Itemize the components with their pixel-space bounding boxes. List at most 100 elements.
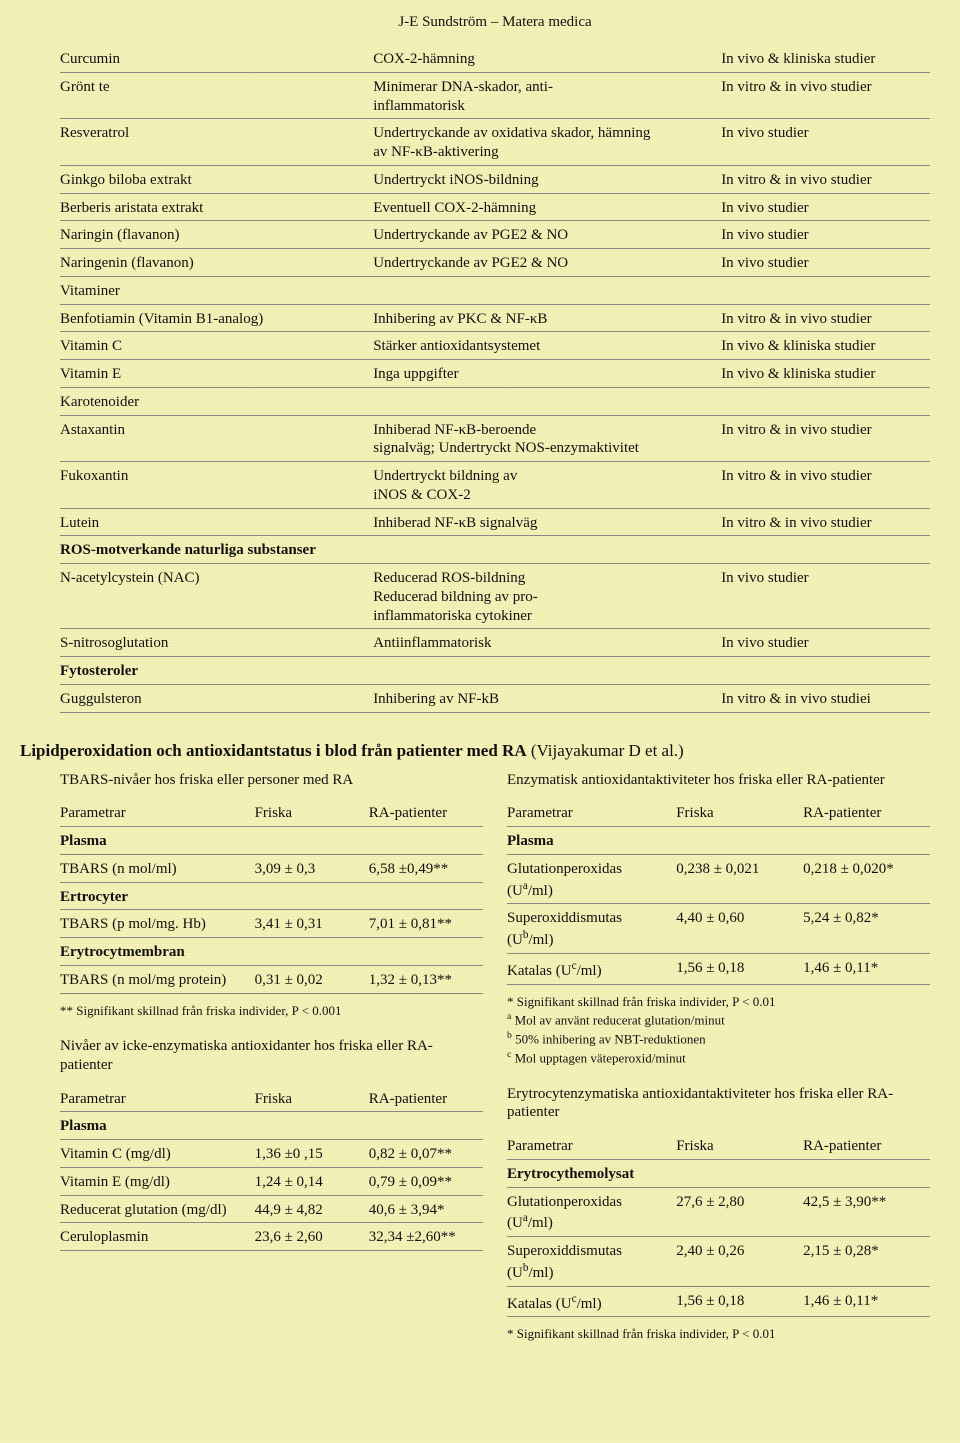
table-cell: 1,56 ± 0,18	[676, 1286, 803, 1317]
lower-grid: TBARS-nivåer hos friska eller personer m…	[60, 771, 930, 1343]
table-row: Benfotiamin (Vitamin B1-analog)Inhiberin…	[60, 304, 930, 332]
table-cell: Glutationperoxidas (Ua/ml)	[507, 854, 676, 904]
group-label: Erytrocytmembran	[60, 938, 483, 966]
table-cell: In vivo & kliniska studier	[721, 45, 930, 72]
table-cell: In vitro & in vivo studier	[721, 304, 930, 332]
group-row: Plasma	[507, 827, 930, 855]
table-cell: In vivo studier	[721, 249, 930, 277]
table-cell: 0,31 ± 0,02	[255, 965, 369, 993]
table-cell: Eventuell COX-2-hämning	[373, 193, 721, 221]
table-cell: Katalas (Uc/ml)	[507, 953, 676, 984]
table-cell: 1,46 ± 0,11*	[803, 1286, 930, 1317]
table-row: ROS-motverkande naturliga substanser	[60, 536, 930, 564]
group-row: Erytrocytmembran	[60, 938, 483, 966]
table-cell: In vitro & in vivo studier	[721, 508, 930, 536]
table-row: Vitamin CStärker antioxidantsystemetIn v…	[60, 332, 930, 360]
table-cell: S-nitrosoglutation	[60, 629, 373, 657]
table-cell: Undertryckande av PGE2 & NO	[373, 221, 721, 249]
table-cell: Fukoxantin	[60, 462, 373, 509]
table-row: Reducerat glutation (mg/dl)44,9 ± 4,8240…	[60, 1195, 483, 1223]
tbars-footnote: ** Signifikant skillnad från friska indi…	[60, 1002, 483, 1020]
table-cell	[721, 276, 930, 304]
table-row: AstaxantinInhiberad NF-κB-beroende signa…	[60, 415, 930, 462]
table-row: LuteinInhiberad NF-κB signalvägIn vitro …	[60, 508, 930, 536]
table-cell	[721, 387, 930, 415]
table-row: Naringin (flavanon)Undertryckande av PGE…	[60, 221, 930, 249]
table-cell: Berberis aristata extrakt	[60, 193, 373, 221]
table-cell: Vitamin C (mg/dl)	[60, 1140, 255, 1168]
table-cell: 1,32 ± 0,13**	[369, 965, 483, 993]
table-cell: Inhibering av NF-kB	[373, 684, 721, 712]
table-row: TBARS (n mol/ml)3,09 ± 0,36,58 ±0,49**	[60, 854, 483, 882]
table-cell: Reducerad ROS-bildning Reducerad bildnin…	[373, 564, 721, 629]
table-cell: In vivo studier	[721, 193, 930, 221]
section-title: Lipidperoxidation och antioxidantstatus …	[20, 741, 930, 761]
col-ra: RA-patienter	[369, 1085, 483, 1112]
col-param: Parametrar	[507, 1132, 676, 1159]
table-cell: Guggulsteron	[60, 684, 373, 712]
group-row: Plasma	[60, 827, 483, 855]
table-cell: Undertryckt iNOS-bildning	[373, 165, 721, 193]
table-cell	[721, 657, 930, 685]
section-title-text: Lipidperoxidation och antioxidantstatus …	[20, 741, 527, 760]
table-cell: In vitro & in vivo studier	[721, 462, 930, 509]
table-cell: 0,82 ± 0,07**	[369, 1140, 483, 1168]
table-cell: Superoxiddismutas (Ub/ml)	[507, 904, 676, 954]
table-cell: 44,9 ± 4,82	[255, 1195, 369, 1223]
table-cell	[373, 657, 721, 685]
table-cell: 1,36 ±0 ,15	[255, 1140, 369, 1168]
enzym-title: Enzymatisk antioxidantaktiviteter hos fr…	[507, 771, 930, 790]
nonenzym-table: Parametrar Friska RA-patienter PlasmaVit…	[60, 1085, 483, 1252]
table-cell: In vivo studier	[721, 564, 930, 629]
table-cell: Reducerat glutation (mg/dl)	[60, 1195, 255, 1223]
table-cell: 32,34 ±2,60**	[369, 1223, 483, 1251]
table-row: Berberis aristata extraktEventuell COX-2…	[60, 193, 930, 221]
table-cell: 0,79 ± 0,09**	[369, 1167, 483, 1195]
table-row: Vitamin EInga uppgifterIn vivo & klinisk…	[60, 360, 930, 388]
table-row: ResveratrolUndertryckande av oxidativa s…	[60, 119, 930, 166]
col-param: Parametrar	[60, 1085, 255, 1112]
table-cell: 0,238 ± 0,021	[676, 854, 803, 904]
table-cell: 4,40 ± 0,60	[676, 904, 803, 954]
group-row: Ertrocyter	[60, 882, 483, 910]
table-cell: In vivo studier	[721, 119, 930, 166]
table-row: Katalas (Uc/ml)1,56 ± 0,181,46 ± 0,11*	[507, 953, 930, 984]
group-row: Plasma	[60, 1112, 483, 1140]
enzym-table: Parametrar Friska RA-patienter PlasmaGlu…	[507, 799, 930, 984]
footnote-line: a Mol av använt reducerat glutation/minu…	[507, 1010, 930, 1029]
table-cell: Superoxiddismutas (Ub/ml)	[507, 1237, 676, 1287]
table-cell: Glutationperoxidas (Ua/ml)	[507, 1187, 676, 1237]
table-row: Superoxiddismutas (Ub/ml)4,40 ± 0,605,24…	[507, 904, 930, 954]
group-row: Erytrocythemolysat	[507, 1159, 930, 1187]
table-cell	[373, 276, 721, 304]
table-cell: Lutein	[60, 508, 373, 536]
table-cell: Vitamin E (mg/dl)	[60, 1167, 255, 1195]
table-cell: In vivo & kliniska studier	[721, 360, 930, 388]
table-cell: Inhibering av PKC & NF-κB	[373, 304, 721, 332]
table-row: Katalas (Uc/ml)1,56 ± 0,181,46 ± 0,11*	[507, 1286, 930, 1317]
table-cell: 2,15 ± 0,28*	[803, 1237, 930, 1287]
table-cell: ROS-motverkande naturliga substanser	[60, 536, 373, 564]
table-cell: Undertryckande av oxidativa skador, hämn…	[373, 119, 721, 166]
table-row: GuggulsteronInhibering av NF-kBIn vitro …	[60, 684, 930, 712]
table-cell: Ginkgo biloba extrakt	[60, 165, 373, 193]
table-cell: In vitro & in vivo studier	[721, 415, 930, 462]
col-param: Parametrar	[60, 799, 255, 826]
table-cell: Curcumin	[60, 45, 373, 72]
table-cell: Karotenoider	[60, 387, 373, 415]
table-row: TBARS (p mol/mg. Hb)3,41 ± 0,317,01 ± 0,…	[60, 910, 483, 938]
footnote-line: * Signifikant skillnad från friska indiv…	[507, 993, 930, 1011]
table-cell: Minimerar DNA-skador, anti- inflammatori…	[373, 72, 721, 119]
substances-table: CurcuminCOX-2-hämningIn vivo & kliniska …	[60, 45, 930, 713]
right-column: Enzymatisk antioxidantaktiviteter hos fr…	[507, 771, 930, 1343]
table-cell: 42,5 ± 3,90**	[803, 1187, 930, 1237]
table-cell: 5,24 ± 0,82*	[803, 904, 930, 954]
group-label: Plasma	[60, 827, 483, 855]
table-cell: Fytosteroler	[60, 657, 373, 685]
table-cell	[721, 536, 930, 564]
group-label: Ertrocyter	[60, 882, 483, 910]
table-row: Ceruloplasmin23,6 ± 2,6032,34 ±2,60**	[60, 1223, 483, 1251]
page-header: J-E Sundström – Matera medica	[60, 14, 930, 31]
table-cell: Naringenin (flavanon)	[60, 249, 373, 277]
left-column: TBARS-nivåer hos friska eller personer m…	[60, 771, 483, 1343]
